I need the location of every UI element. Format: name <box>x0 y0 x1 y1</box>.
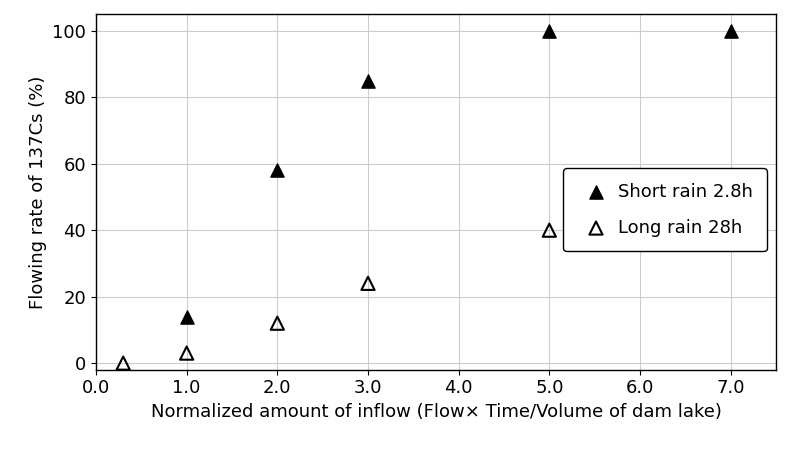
Short rain 2.8h <box>180 313 193 320</box>
Long rain 28h <box>724 183 737 191</box>
Long rain 28h <box>117 359 130 367</box>
Short rain 2.8h <box>271 166 284 174</box>
Short rain 2.8h <box>724 27 737 35</box>
Y-axis label: Flowing rate of 137Cs (%): Flowing rate of 137Cs (%) <box>29 75 47 309</box>
Legend: Short rain 2.8h, Long rain 28h: Short rain 2.8h, Long rain 28h <box>563 168 767 251</box>
Long rain 28h <box>543 227 556 234</box>
Long rain 28h <box>271 319 284 327</box>
Long rain 28h <box>180 349 193 357</box>
Long rain 28h <box>362 280 374 287</box>
Short rain 2.8h <box>543 27 556 35</box>
Short rain 2.8h <box>362 77 374 84</box>
X-axis label: Normalized amount of inflow (Flow× Time/Volume of dam lake): Normalized amount of inflow (Flow× Time/… <box>150 403 722 421</box>
